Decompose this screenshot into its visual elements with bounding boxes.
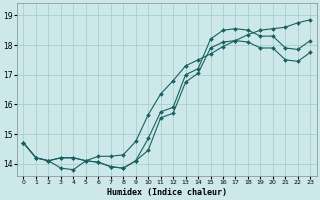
X-axis label: Humidex (Indice chaleur): Humidex (Indice chaleur) (107, 188, 227, 197)
